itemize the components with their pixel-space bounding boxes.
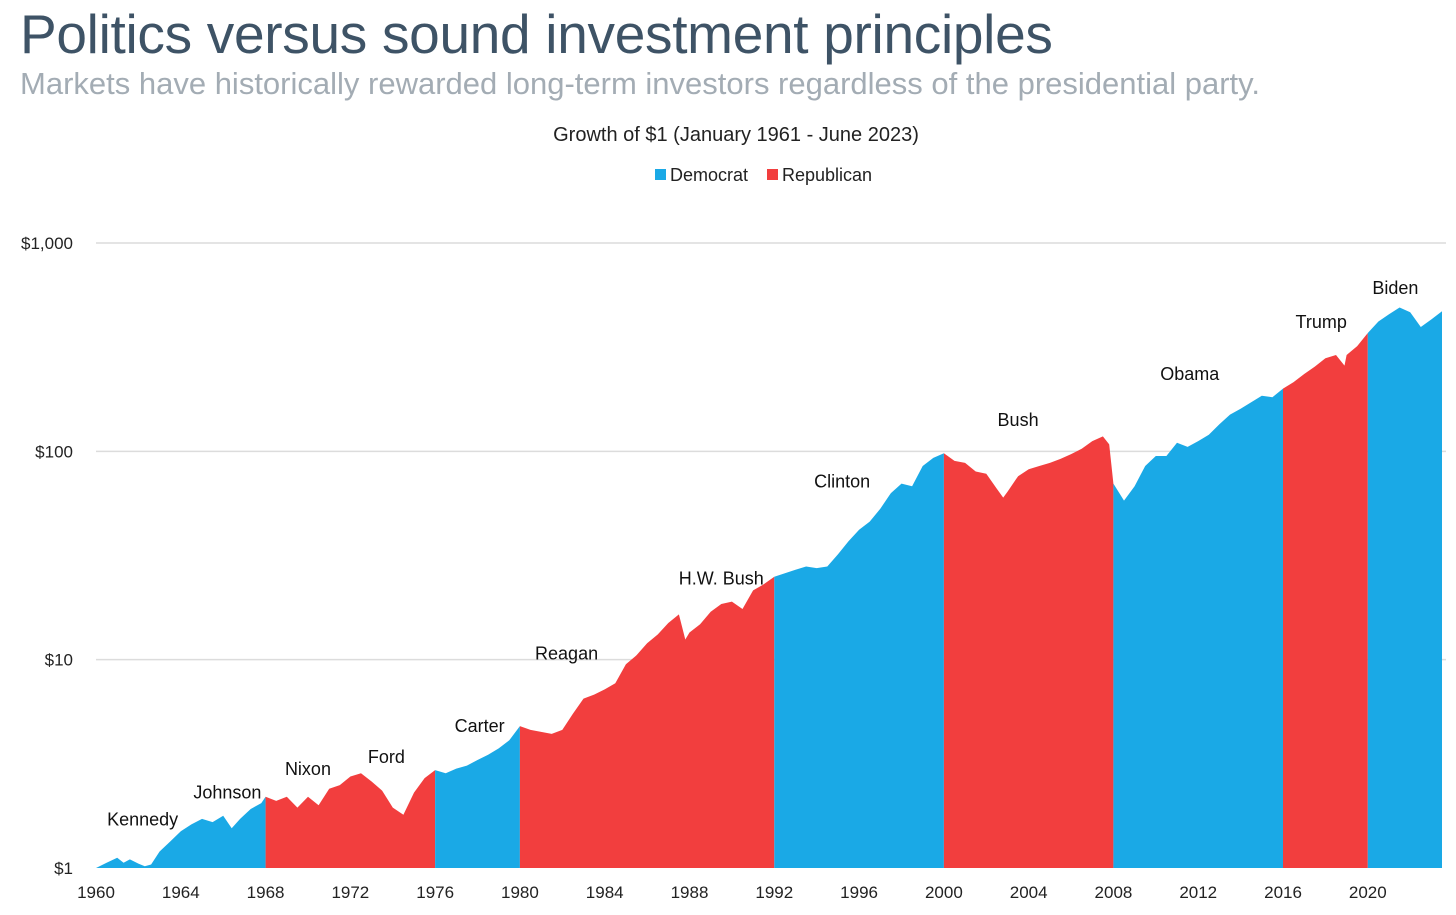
area-segment-republican-3 xyxy=(519,576,775,868)
y-tick-label: $10 xyxy=(45,651,73,670)
page-title: Politics versus sound investment princip… xyxy=(20,3,1053,65)
president-labels: Kennedy Johnson Nixon Ford Carter Reagan H.W. … xyxy=(107,278,1418,830)
x-tick-label: 1988 xyxy=(671,883,709,902)
president-label: Johnson xyxy=(193,783,261,803)
x-tick-label: 1996 xyxy=(840,883,878,902)
area-segment-democrat-4 xyxy=(774,453,944,868)
area-segment-democrat-8 xyxy=(1367,307,1442,868)
x-tick-label: 1976 xyxy=(416,883,454,902)
y-tick-label: $1 xyxy=(54,859,73,878)
president-label: Carter xyxy=(455,716,505,736)
area-segment-democrat-6 xyxy=(1113,388,1283,868)
president-label: Clinton xyxy=(814,472,870,492)
president-label: Nixon xyxy=(285,759,331,779)
x-axis-ticks: 1960 1964 1968 1972 1976 1980 1984 1988 1992 1996… xyxy=(77,883,1387,902)
legend-swatch-democrat xyxy=(655,169,666,180)
x-tick-label: 1968 xyxy=(247,883,285,902)
x-tick-label: 1992 xyxy=(755,883,793,902)
president-label: Kennedy xyxy=(107,809,178,829)
chart-areas xyxy=(96,307,1442,868)
x-tick-label: 2016 xyxy=(1264,883,1302,902)
president-label: Reagan xyxy=(535,644,598,664)
chart-title: Growth of $1 (January 1961 - June 2023) xyxy=(553,124,919,146)
y-tick-label: $1,000 xyxy=(21,234,73,253)
area-segment-republican-7 xyxy=(1283,333,1368,868)
y-axis-ticks: $1 $10 $100 $1,000 xyxy=(21,234,73,878)
x-tick-label: 2008 xyxy=(1095,883,1133,902)
page-subtitle: Markets have historically rewarded long-… xyxy=(20,66,1260,101)
x-tick-label: 2012 xyxy=(1179,883,1217,902)
legend-label-democrat: Democrat xyxy=(670,165,748,185)
x-tick-label: 1960 xyxy=(77,883,115,902)
president-label: Obama xyxy=(1160,364,1220,384)
president-label: Trump xyxy=(1296,312,1347,332)
x-tick-label: 1980 xyxy=(501,883,539,902)
president-label: H.W. Bush xyxy=(679,568,764,588)
president-label: Biden xyxy=(1372,278,1418,298)
president-label: Bush xyxy=(998,410,1039,430)
x-tick-label: 1964 xyxy=(162,883,200,902)
x-tick-label: 1984 xyxy=(586,883,624,902)
area-segment-republican-5 xyxy=(943,436,1114,868)
legend-label-republican: Republican xyxy=(782,165,872,185)
x-tick-label: 2000 xyxy=(925,883,963,902)
president-label: Ford xyxy=(368,747,405,767)
y-tick-label: $100 xyxy=(35,442,73,461)
x-tick-label: 1972 xyxy=(331,883,369,902)
area-segment-republican-1 xyxy=(265,770,436,868)
legend-swatch-republican xyxy=(767,169,778,180)
x-tick-label: 2004 xyxy=(1010,883,1048,902)
area-segment-democrat-0 xyxy=(96,796,266,868)
area-segment-democrat-2 xyxy=(435,726,520,868)
chart-legend: Democrat Republican xyxy=(655,165,872,185)
x-tick-label: 2020 xyxy=(1349,883,1387,902)
